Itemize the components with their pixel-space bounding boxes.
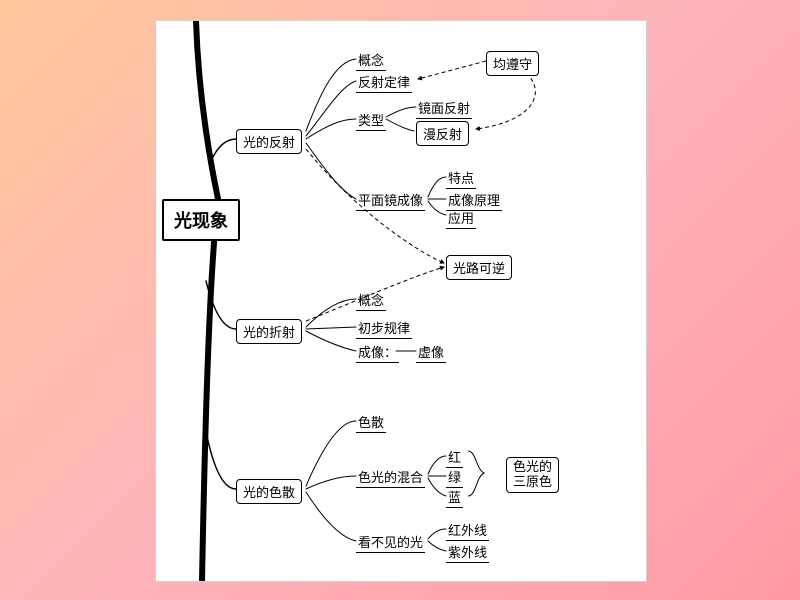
node-reflect: 光的反射 — [236, 129, 302, 154]
node-r_apply: 应用 — [446, 207, 476, 229]
node-d_red: 红 — [446, 446, 463, 468]
node-refract: 光的折射 — [236, 319, 302, 344]
node-f_concept: 概念 — [356, 289, 386, 311]
node-r_diffuse: 漫反射 — [416, 121, 469, 146]
node-r_feature: 特点 — [446, 167, 476, 189]
node-d_green: 绿 — [446, 466, 463, 488]
node-disperse: 光的色散 — [236, 479, 302, 504]
node-r_types: 类型 — [356, 109, 386, 131]
node-r_mirror: 镜面反射 — [416, 97, 472, 119]
node-r_law: 反射定律 — [356, 71, 412, 93]
node-d_disp: 色散 — [356, 411, 386, 433]
node-d_ir: 红外线 — [446, 519, 489, 541]
node-f_virtual: 虚像 — [416, 341, 446, 363]
node-d_primary: 色光的 三原色 — [506, 457, 559, 493]
node-root: 光现象 — [162, 199, 240, 241]
node-d_invisible: 看不见的光 — [356, 531, 425, 553]
diagram-canvas: 光现象光的反射光的折射光的色散概念反射定律类型镜面反射漫反射平面镜成像特点成像原… — [155, 20, 647, 582]
node-r_plane: 平面镜成像 — [356, 189, 425, 211]
edge-layer — [156, 21, 646, 581]
node-d_mix: 色光的混合 — [356, 466, 425, 488]
node-obey: 均遵守 — [486, 51, 539, 76]
node-f_image: 成像： — [356, 341, 399, 363]
node-d_blue: 蓝 — [446, 486, 463, 508]
node-reversible: 光路可逆 — [446, 255, 512, 280]
node-f_prelim: 初步规律 — [356, 317, 412, 339]
node-r_concept: 概念 — [356, 49, 386, 71]
node-d_uv: 紫外线 — [446, 541, 489, 563]
